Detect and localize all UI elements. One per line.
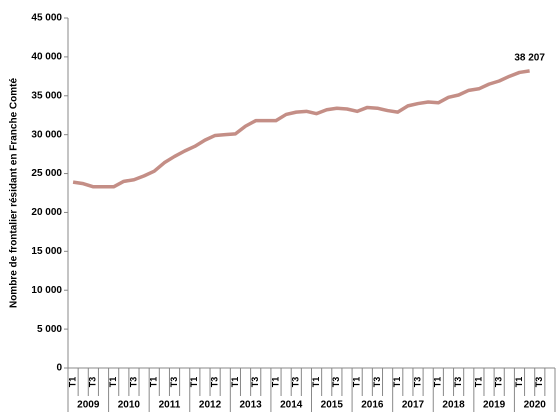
x-tick-label: T3 bbox=[250, 377, 260, 388]
year-label: 2011 bbox=[159, 400, 181, 411]
x-tick-label: T1 bbox=[189, 377, 199, 388]
y-axis-label: Nombre de frontalier résidant en Franche… bbox=[9, 78, 20, 308]
x-tick-label: T1 bbox=[270, 377, 280, 388]
y-tick-label: 35 000 bbox=[31, 90, 62, 101]
x-tick-label: T3 bbox=[88, 377, 98, 388]
x-tick-label: T1 bbox=[311, 377, 321, 388]
x-tick-label: T1 bbox=[352, 377, 362, 388]
year-label: 2016 bbox=[361, 400, 384, 411]
y-tick-label: 45 000 bbox=[31, 13, 62, 24]
y-tick-label: 20 000 bbox=[31, 207, 62, 218]
year-label: 2017 bbox=[402, 400, 425, 411]
x-tick-label: T3 bbox=[169, 377, 179, 388]
x-tick-label: T3 bbox=[372, 377, 382, 388]
y-tick-label: 0 bbox=[56, 363, 62, 374]
year-label: 2012 bbox=[199, 400, 222, 411]
x-tick-label: T3 bbox=[331, 377, 341, 388]
year-label: 2015 bbox=[321, 400, 344, 411]
year-label: 2010 bbox=[118, 400, 141, 411]
year-label: 2020 bbox=[524, 400, 547, 411]
year-label: 2014 bbox=[280, 400, 303, 411]
x-tick-label: T3 bbox=[128, 377, 138, 388]
x-tick-label: T1 bbox=[473, 377, 483, 388]
x-tick-label: T1 bbox=[108, 377, 118, 388]
year-label: 2018 bbox=[442, 400, 465, 411]
series-line bbox=[72, 69, 530, 189]
y-tick-label: 40 000 bbox=[31, 52, 62, 63]
x-tick-label: T1 bbox=[433, 377, 443, 388]
y-tick-label: 10 000 bbox=[31, 285, 62, 296]
x-tick-label: T1 bbox=[67, 377, 77, 388]
year-label: 2019 bbox=[483, 400, 506, 411]
year-label: 2013 bbox=[240, 400, 263, 411]
y-tick-label: 30 000 bbox=[31, 129, 62, 140]
x-tick-label: T3 bbox=[291, 377, 301, 388]
x-tick-label: T1 bbox=[230, 377, 240, 388]
x-tick-label: T1 bbox=[514, 377, 524, 388]
x-tick-label: T3 bbox=[209, 377, 219, 388]
y-tick-label: 5 000 bbox=[37, 324, 62, 335]
x-tick-label: T3 bbox=[534, 377, 544, 388]
data-label: 38 207 bbox=[514, 52, 545, 63]
x-tick-label: T1 bbox=[149, 377, 159, 388]
y-tick-label: 25 000 bbox=[31, 168, 62, 179]
x-tick-label: T3 bbox=[412, 377, 422, 388]
year-label: 2009 bbox=[77, 400, 100, 411]
x-tick-label: T3 bbox=[453, 377, 463, 388]
x-tick-label: T3 bbox=[494, 377, 504, 388]
y-tick-label: 15 000 bbox=[31, 246, 62, 257]
x-tick-label: T1 bbox=[392, 377, 402, 388]
